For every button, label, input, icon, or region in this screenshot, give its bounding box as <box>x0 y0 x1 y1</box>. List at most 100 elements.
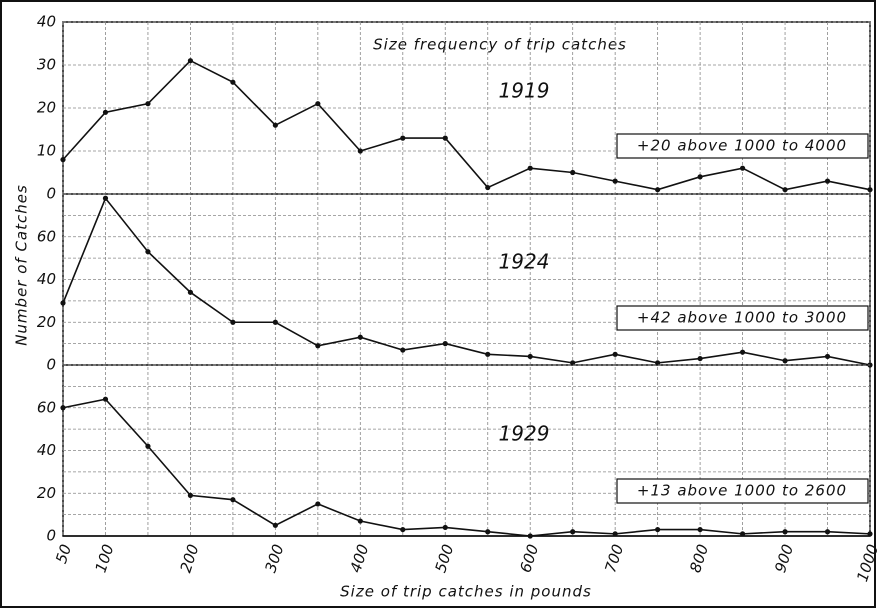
data-point <box>612 178 618 184</box>
data-point <box>230 497 236 503</box>
data-point <box>60 157 66 163</box>
y-tick-label: 60 <box>37 227 56 245</box>
y-tick-label: 10 <box>37 142 56 160</box>
data-point <box>612 531 618 537</box>
data-point <box>187 492 194 498</box>
data-point <box>272 522 278 528</box>
x-tick-label: 200 <box>177 542 203 575</box>
x-tick-label: 1000 <box>853 542 877 584</box>
x-tick-label: 500 <box>431 542 457 575</box>
data-point <box>102 109 109 115</box>
x-tick-label: 800 <box>686 542 712 575</box>
data-point <box>102 396 109 402</box>
x-tick-label: 100 <box>92 542 118 575</box>
data-point <box>315 501 321 507</box>
data-point <box>824 178 831 184</box>
annotation: +13 above 1000 to 2600 <box>637 482 847 500</box>
data-point <box>867 187 873 193</box>
x-tick-label: 300 <box>261 542 287 575</box>
y-tick-label: 0 <box>46 356 56 374</box>
y-tick-label: 0 <box>46 185 56 203</box>
data-point <box>824 353 831 360</box>
data-point <box>485 529 491 535</box>
annotation: +20 above 1000 to 4000 <box>637 137 847 155</box>
data-point <box>739 349 746 355</box>
data-point <box>272 319 278 325</box>
data-point <box>315 101 321 107</box>
data-point <box>60 300 66 306</box>
plot-border <box>62 21 871 537</box>
annotation: +42 above 1000 to 3000 <box>637 309 847 327</box>
data-point <box>357 518 363 524</box>
data-point <box>187 289 194 295</box>
y-tick-label: 20 <box>37 99 56 117</box>
data-point <box>697 526 703 533</box>
data-point <box>230 79 236 85</box>
data-point <box>145 443 151 449</box>
data-point <box>867 531 873 537</box>
data-point <box>400 347 406 353</box>
data-point <box>145 249 151 255</box>
data-point <box>612 351 618 357</box>
y-axis-label: Number of Catches <box>13 184 31 346</box>
data-point <box>527 165 533 171</box>
data-point <box>527 533 533 539</box>
y-tick-label: 30 <box>37 56 56 74</box>
series-line <box>62 398 871 537</box>
annotation-box <box>616 478 869 504</box>
data-point <box>697 355 703 362</box>
y-tick-label: 20 <box>37 484 56 502</box>
data-point <box>442 341 448 347</box>
x-tick-label: 50 <box>52 542 75 566</box>
data-point <box>739 165 746 171</box>
data-point <box>570 529 576 535</box>
data-point <box>145 101 151 107</box>
data-point <box>782 529 788 535</box>
chart-title: Size frequency of trip catches <box>373 36 627 54</box>
data-point <box>60 405 66 411</box>
data-point <box>655 360 661 366</box>
panel-label: 1919 <box>499 79 550 103</box>
annotation-box <box>616 133 869 159</box>
x-tick-label: 400 <box>346 542 372 575</box>
data-point <box>782 358 788 364</box>
data-point <box>782 187 788 193</box>
data-point <box>442 524 448 531</box>
panel-label: 1929 <box>499 422 550 446</box>
data-point <box>400 135 406 141</box>
y-tick-label: 40 <box>37 13 56 31</box>
x-axis-label: Size of trip catches in pounds <box>340 583 592 601</box>
panel-label: 1924 <box>499 250 550 274</box>
data-point <box>697 174 703 180</box>
data-point <box>655 526 661 533</box>
series-line <box>62 59 871 191</box>
data-point <box>527 353 533 360</box>
data-point <box>824 529 831 535</box>
y-tick-label: 60 <box>37 398 56 416</box>
series-line <box>62 196 871 366</box>
y-tick-label: 40 <box>37 441 56 459</box>
data-point <box>485 351 491 357</box>
data-point <box>272 122 278 128</box>
data-point <box>102 195 109 201</box>
data-point <box>739 531 746 537</box>
data-point <box>187 58 194 64</box>
data-point <box>655 187 661 193</box>
data-point <box>570 169 576 176</box>
data-point <box>442 135 448 141</box>
y-tick-label: 20 <box>37 313 56 331</box>
data-point <box>315 343 321 349</box>
y-tick-label: 40 <box>37 270 56 288</box>
annotation-box <box>616 305 869 331</box>
data-point <box>400 526 406 533</box>
y-tick-label: 0 <box>46 527 56 545</box>
data-point <box>230 319 236 325</box>
x-tick-label: 700 <box>601 542 627 575</box>
data-point <box>485 184 491 191</box>
x-tick-label: 600 <box>516 542 542 575</box>
x-tick-label: 900 <box>771 542 797 575</box>
data-point <box>357 148 363 154</box>
data-point <box>357 334 363 340</box>
